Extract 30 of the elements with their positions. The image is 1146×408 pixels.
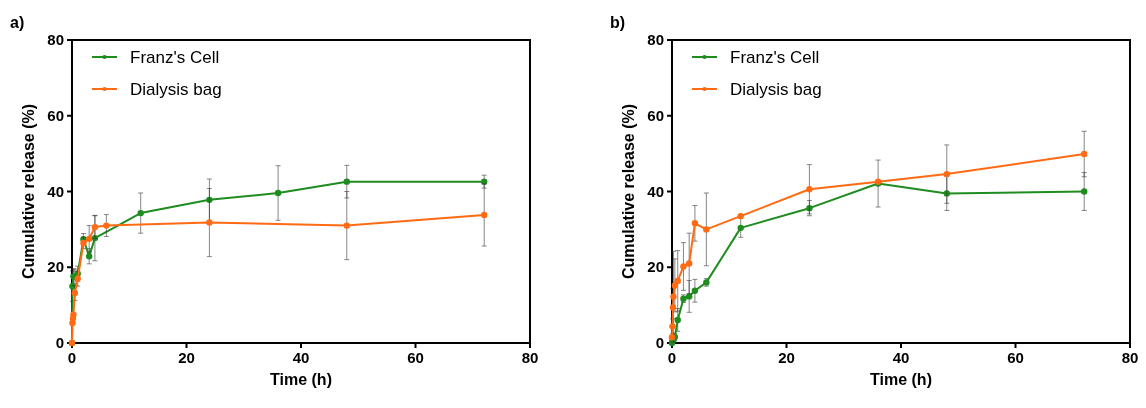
legend-label: Franz's Cell xyxy=(730,48,820,67)
x-tick-label: 0 xyxy=(667,349,677,366)
y-tick-label: 40 xyxy=(647,182,664,200)
legend-label: Dialysis bag xyxy=(130,80,222,99)
y-tick-label: 20 xyxy=(47,258,64,276)
x-tick-label: 80 xyxy=(1121,349,1139,366)
y-tick-label: 80 xyxy=(647,31,664,48)
x-axis-title: Time (h) xyxy=(270,371,332,388)
x-tick-label: 20 xyxy=(778,349,795,366)
legend-label: Dialysis bag xyxy=(730,80,822,99)
y-tick-label: 0 xyxy=(55,334,64,351)
x-tick-label: 40 xyxy=(292,349,310,366)
y-axis-title: Cumulative release (%) xyxy=(20,103,37,280)
y-tick-label: 0 xyxy=(655,334,664,351)
chart-title: a) xyxy=(10,14,25,31)
legend-label: Franz's Cell xyxy=(130,48,220,67)
y-tick-label: 60 xyxy=(647,106,664,124)
x-tick-label: 0 xyxy=(67,349,77,366)
x-tick-label: 20 xyxy=(178,349,195,366)
x-axis-title: Time (h) xyxy=(870,371,932,388)
y-tick-label: 60 xyxy=(47,106,64,124)
y-tick-label: 20 xyxy=(647,258,664,276)
chart-title: b) xyxy=(610,14,626,31)
x-tick-label: 60 xyxy=(407,349,424,366)
y-axis-title: Cumulative release (%) xyxy=(620,103,637,280)
y-tick-label: 40 xyxy=(47,182,64,200)
x-tick-label: 60 xyxy=(1007,349,1024,366)
x-tick-label: 80 xyxy=(521,349,539,366)
y-tick-label: 80 xyxy=(47,31,64,48)
x-tick-label: 40 xyxy=(892,349,910,366)
